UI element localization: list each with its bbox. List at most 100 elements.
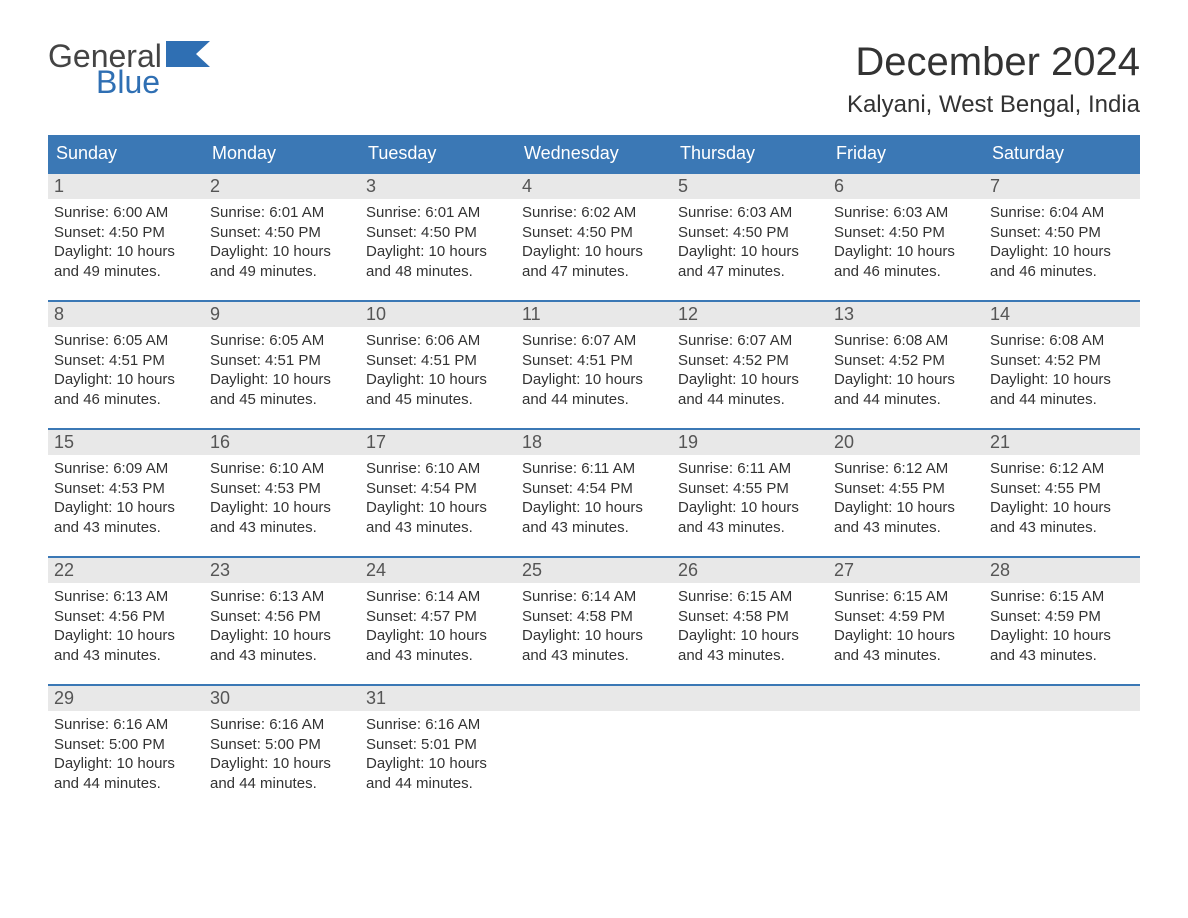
daylight-line-2: and 44 minutes.	[678, 390, 822, 410]
day-cell: 29Sunrise: 6:16 AMSunset: 5:00 PMDayligh…	[48, 686, 204, 804]
daylight-line-2: and 43 minutes.	[366, 518, 510, 538]
day-body: Sunrise: 6:08 AMSunset: 4:52 PMDaylight:…	[984, 327, 1140, 411]
sunrise-line: Sunrise: 6:09 AM	[54, 459, 198, 479]
day-body: Sunrise: 6:12 AMSunset: 4:55 PMDaylight:…	[984, 455, 1140, 539]
daylight-line-1: Daylight: 10 hours	[990, 498, 1134, 518]
day-body: Sunrise: 6:05 AMSunset: 4:51 PMDaylight:…	[48, 327, 204, 411]
day-body: Sunrise: 6:12 AMSunset: 4:55 PMDaylight:…	[828, 455, 984, 539]
day-number	[828, 686, 984, 711]
sunset-line: Sunset: 4:56 PM	[210, 607, 354, 627]
daylight-line-1: Daylight: 10 hours	[366, 754, 510, 774]
day-number	[984, 686, 1140, 711]
sunrise-line: Sunrise: 6:12 AM	[990, 459, 1134, 479]
day-number: 12	[672, 302, 828, 327]
daylight-line-1: Daylight: 10 hours	[522, 370, 666, 390]
day-body: Sunrise: 6:16 AMSunset: 5:00 PMDaylight:…	[48, 711, 204, 795]
day-body: Sunrise: 6:07 AMSunset: 4:52 PMDaylight:…	[672, 327, 828, 411]
day-body: Sunrise: 6:13 AMSunset: 4:56 PMDaylight:…	[48, 583, 204, 667]
daylight-line-1: Daylight: 10 hours	[834, 498, 978, 518]
daylight-line-2: and 43 minutes.	[210, 518, 354, 538]
day-number: 27	[828, 558, 984, 583]
weekday-header-cell: Thursday	[672, 135, 828, 172]
sunrise-line: Sunrise: 6:04 AM	[990, 203, 1134, 223]
sunrise-line: Sunrise: 6:12 AM	[834, 459, 978, 479]
daylight-line-2: and 44 minutes.	[522, 390, 666, 410]
sunset-line: Sunset: 4:50 PM	[678, 223, 822, 243]
daylight-line-2: and 44 minutes.	[990, 390, 1134, 410]
day-body: Sunrise: 6:07 AMSunset: 4:51 PMDaylight:…	[516, 327, 672, 411]
daylight-line-2: and 43 minutes.	[522, 646, 666, 666]
day-cell: 16Sunrise: 6:10 AMSunset: 4:53 PMDayligh…	[204, 430, 360, 548]
day-number	[672, 686, 828, 711]
day-body	[828, 711, 984, 717]
day-number: 11	[516, 302, 672, 327]
weekday-header-cell: Friday	[828, 135, 984, 172]
sunset-line: Sunset: 5:00 PM	[210, 735, 354, 755]
sunrise-line: Sunrise: 6:14 AM	[522, 587, 666, 607]
sunrise-line: Sunrise: 6:13 AM	[54, 587, 198, 607]
day-cell: 13Sunrise: 6:08 AMSunset: 4:52 PMDayligh…	[828, 302, 984, 420]
day-body: Sunrise: 6:01 AMSunset: 4:50 PMDaylight:…	[360, 199, 516, 283]
day-number: 23	[204, 558, 360, 583]
day-cell: 21Sunrise: 6:12 AMSunset: 4:55 PMDayligh…	[984, 430, 1140, 548]
day-number: 20	[828, 430, 984, 455]
weekday-header-cell: Sunday	[48, 135, 204, 172]
week-row: 1Sunrise: 6:00 AMSunset: 4:50 PMDaylight…	[48, 172, 1140, 292]
day-number: 13	[828, 302, 984, 327]
sunset-line: Sunset: 5:01 PM	[366, 735, 510, 755]
sunrise-line: Sunrise: 6:08 AM	[834, 331, 978, 351]
sunset-line: Sunset: 4:55 PM	[678, 479, 822, 499]
day-cell: 11Sunrise: 6:07 AMSunset: 4:51 PMDayligh…	[516, 302, 672, 420]
sunset-line: Sunset: 4:50 PM	[522, 223, 666, 243]
day-number: 17	[360, 430, 516, 455]
daylight-line-1: Daylight: 10 hours	[522, 498, 666, 518]
daylight-line-1: Daylight: 10 hours	[366, 242, 510, 262]
sunset-line: Sunset: 4:52 PM	[990, 351, 1134, 371]
daylight-line-1: Daylight: 10 hours	[366, 626, 510, 646]
day-cell: 5Sunrise: 6:03 AMSunset: 4:50 PMDaylight…	[672, 174, 828, 292]
day-number: 25	[516, 558, 672, 583]
sunset-line: Sunset: 4:51 PM	[210, 351, 354, 371]
daylight-line-2: and 43 minutes.	[678, 646, 822, 666]
day-body: Sunrise: 6:11 AMSunset: 4:54 PMDaylight:…	[516, 455, 672, 539]
daylight-line-2: and 43 minutes.	[834, 646, 978, 666]
daylight-line-1: Daylight: 10 hours	[54, 242, 198, 262]
week-row: 22Sunrise: 6:13 AMSunset: 4:56 PMDayligh…	[48, 556, 1140, 676]
day-cell: 14Sunrise: 6:08 AMSunset: 4:52 PMDayligh…	[984, 302, 1140, 420]
day-number: 10	[360, 302, 516, 327]
day-number: 8	[48, 302, 204, 327]
sunset-line: Sunset: 4:51 PM	[366, 351, 510, 371]
daylight-line-2: and 44 minutes.	[834, 390, 978, 410]
daylight-line-1: Daylight: 10 hours	[678, 626, 822, 646]
day-number: 16	[204, 430, 360, 455]
day-number: 18	[516, 430, 672, 455]
day-body: Sunrise: 6:14 AMSunset: 4:57 PMDaylight:…	[360, 583, 516, 667]
day-body: Sunrise: 6:16 AMSunset: 5:00 PMDaylight:…	[204, 711, 360, 795]
weekday-header-cell: Monday	[204, 135, 360, 172]
header-row: General Blue December 2024 Kalyani, West…	[48, 40, 1140, 131]
sunset-line: Sunset: 4:54 PM	[366, 479, 510, 499]
daylight-line-2: and 43 minutes.	[210, 646, 354, 666]
daylight-line-1: Daylight: 10 hours	[54, 370, 198, 390]
sunrise-line: Sunrise: 6:15 AM	[834, 587, 978, 607]
sunrise-line: Sunrise: 6:16 AM	[366, 715, 510, 735]
day-number: 1	[48, 174, 204, 199]
sunset-line: Sunset: 4:52 PM	[834, 351, 978, 371]
sunset-line: Sunset: 4:51 PM	[54, 351, 198, 371]
day-number: 28	[984, 558, 1140, 583]
daylight-line-1: Daylight: 10 hours	[834, 626, 978, 646]
sunrise-line: Sunrise: 6:15 AM	[990, 587, 1134, 607]
sunset-line: Sunset: 4:59 PM	[990, 607, 1134, 627]
sunset-line: Sunset: 4:54 PM	[522, 479, 666, 499]
day-cell: 20Sunrise: 6:12 AMSunset: 4:55 PMDayligh…	[828, 430, 984, 548]
sunset-line: Sunset: 4:50 PM	[54, 223, 198, 243]
sunrise-line: Sunrise: 6:01 AM	[210, 203, 354, 223]
day-number: 29	[48, 686, 204, 711]
sunset-line: Sunset: 4:59 PM	[834, 607, 978, 627]
day-number: 6	[828, 174, 984, 199]
sunset-line: Sunset: 4:50 PM	[990, 223, 1134, 243]
day-number: 19	[672, 430, 828, 455]
daylight-line-2: and 45 minutes.	[210, 390, 354, 410]
day-cell: 24Sunrise: 6:14 AMSunset: 4:57 PMDayligh…	[360, 558, 516, 676]
day-number: 31	[360, 686, 516, 711]
